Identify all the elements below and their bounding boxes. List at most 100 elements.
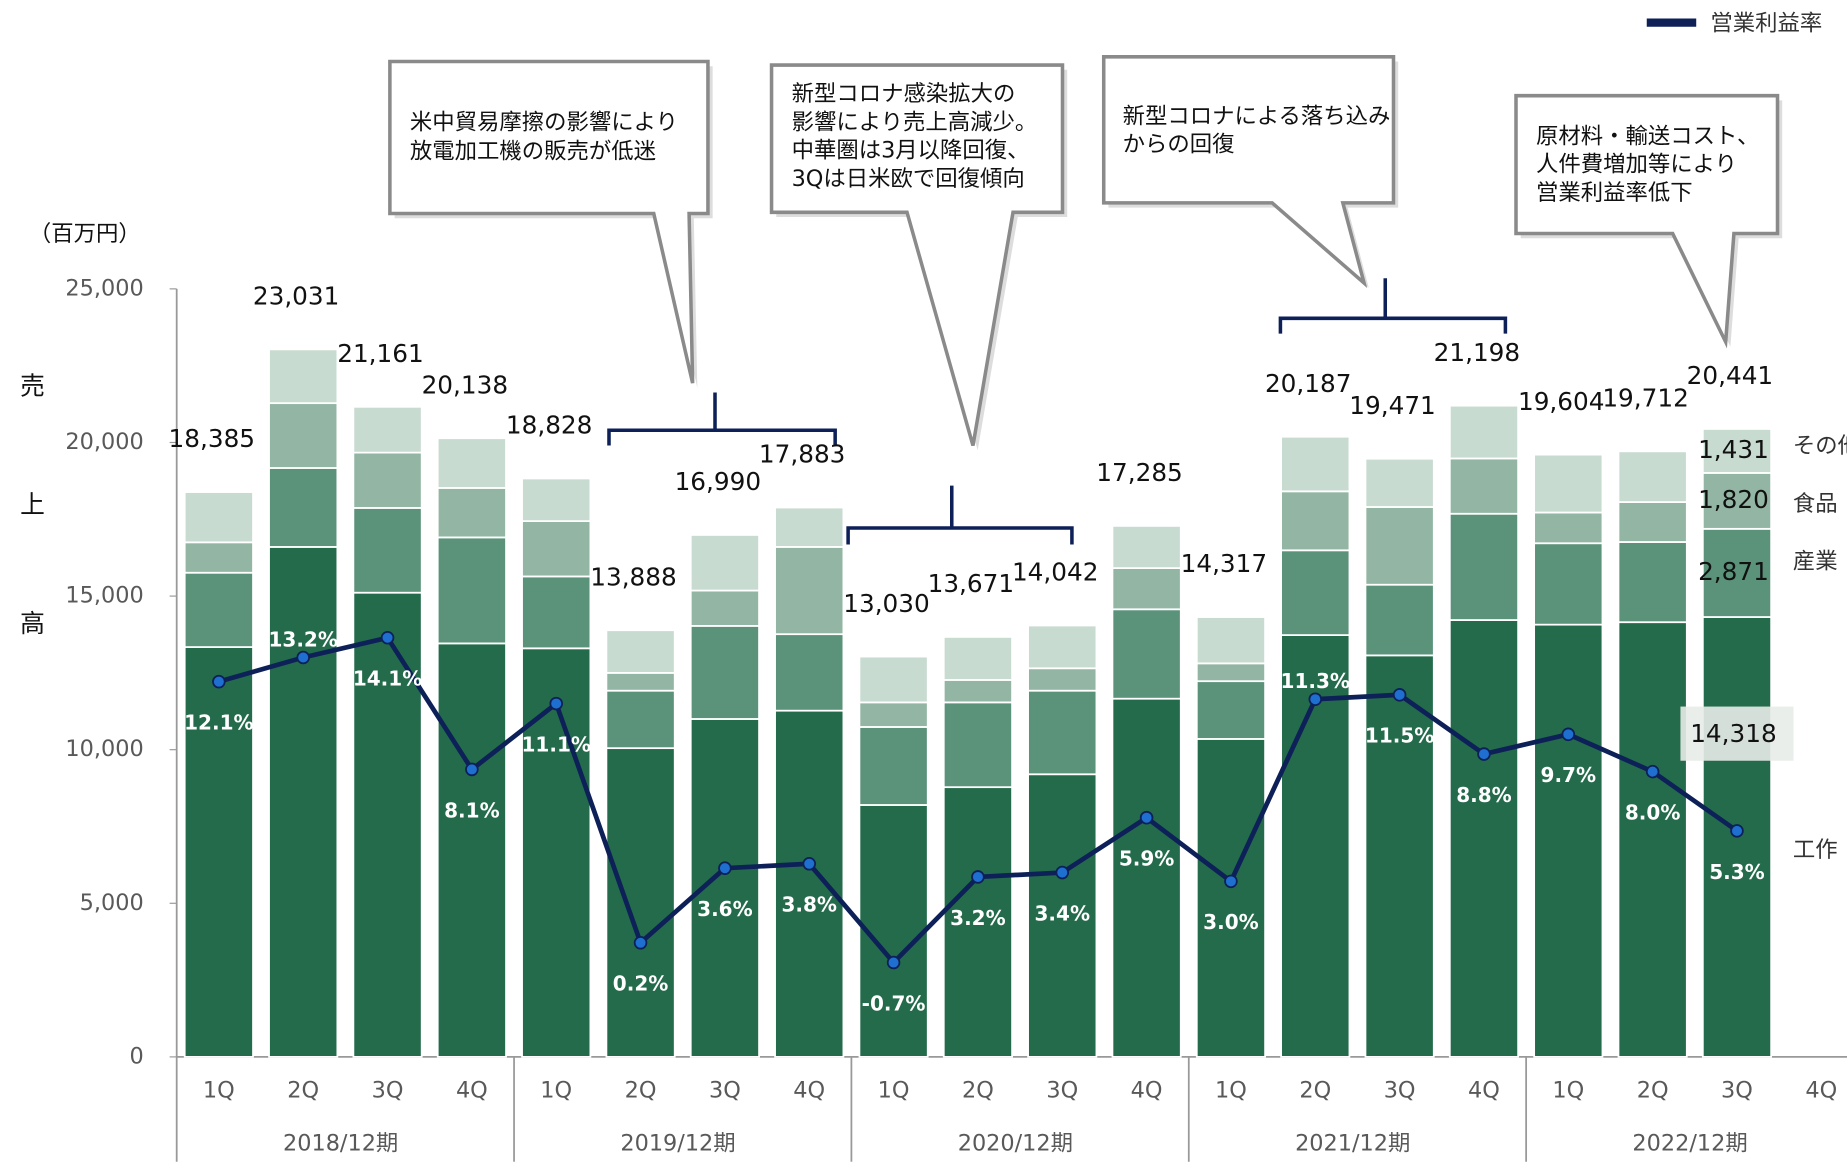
bar-segment <box>1364 654 1435 1058</box>
total-label: 18,828 <box>506 411 593 440</box>
y-tick-label: 20,000 <box>65 429 143 455</box>
line-label: 12.1% <box>184 711 253 735</box>
x-tick-label: 1Q <box>203 1078 235 1104</box>
callout-text: 新型コロナによる落ち込み <box>1123 103 1391 129</box>
line-marker <box>633 936 648 950</box>
bar-segment <box>1533 542 1604 626</box>
callout-text: 影響により売上高減少。 <box>792 109 1038 135</box>
x-tick-label: 4Q <box>1131 1078 1163 1104</box>
callout-text: 米中貿易摩擦の影響により <box>410 109 678 135</box>
callouts <box>388 55 1783 451</box>
line-marker <box>1730 824 1744 838</box>
total-label: 13,888 <box>590 562 677 591</box>
x-tick-label: 4Q <box>1805 1078 1837 1104</box>
bar-segment <box>1280 549 1351 636</box>
x-tick-label: 3Q <box>372 1078 404 1104</box>
line-marker <box>802 857 817 871</box>
series-label: 食品 <box>1793 491 1838 517</box>
line-label: 11.1% <box>521 733 590 757</box>
callout-box <box>769 63 1065 447</box>
group-label: 2019/12期 <box>620 1131 735 1157</box>
line-label: 3.0% <box>1203 910 1259 934</box>
bar-segment <box>1701 472 1773 530</box>
callout-text: からの回復 <box>1123 132 1235 158</box>
callout-text: 人件費増加等により <box>1536 152 1737 178</box>
total-label: 20,441 <box>1687 361 1774 390</box>
bar-segment <box>183 491 254 544</box>
bar-segment <box>774 546 845 636</box>
line-label: 11.3% <box>1281 669 1350 693</box>
line-marker <box>971 870 985 884</box>
bar-segment <box>1280 490 1351 552</box>
total-label: 17,285 <box>1096 458 1183 487</box>
bar-segment <box>1701 428 1773 474</box>
bar-segment <box>1448 512 1520 621</box>
segment-label: 1,820 <box>1698 485 1769 514</box>
callout-text: 放電加工機の販売が低迷 <box>410 139 656 165</box>
bar-segment <box>268 402 339 469</box>
y-tick-label: 0 <box>129 1043 143 1069</box>
x-tick-label: 3Q <box>1721 1078 1753 1104</box>
label-bg <box>1680 706 1794 761</box>
group-label: 2018/12期 <box>283 1131 398 1157</box>
x-tick-label: 2Q <box>625 1078 657 1104</box>
group-label: 2021/12期 <box>1295 1131 1410 1157</box>
y-tick-label: 5,000 <box>80 890 144 916</box>
callout-text: 原材料・輸送コスト、 <box>1536 123 1759 149</box>
bar-segment <box>1111 608 1182 700</box>
x-tick-label: 3Q <box>709 1078 741 1104</box>
y-tick-label: 25,000 <box>65 275 143 301</box>
bar-segment <box>436 437 507 489</box>
total-label: 17,883 <box>759 440 846 469</box>
total-label: 19,604 <box>1518 387 1605 416</box>
line-marker <box>718 861 732 875</box>
bar-segment <box>774 709 845 1058</box>
y-tick-label: 15,000 <box>65 583 143 609</box>
bar-segment <box>268 348 339 405</box>
bar-segment <box>521 477 592 523</box>
bar-segment <box>1111 567 1182 611</box>
line-marker <box>380 630 395 645</box>
line-marker <box>1392 688 1407 702</box>
bar-segment <box>1448 457 1520 515</box>
x-tick-label: 3Q <box>1384 1078 1416 1104</box>
segment-label: 2,871 <box>1698 557 1769 586</box>
y-tick-label: 10,000 <box>65 736 143 762</box>
x-tick-label: 2Q <box>1637 1078 1669 1104</box>
bar-segment <box>1617 450 1688 503</box>
x-tick-label: 2Q <box>1299 1078 1331 1104</box>
line-label: 11.5% <box>1365 724 1434 748</box>
line-label: 3.8% <box>781 893 837 917</box>
line-label: 8.1% <box>444 798 500 822</box>
total-label: 19,471 <box>1349 391 1436 420</box>
x-tick-label: 4Q <box>456 1078 488 1104</box>
bar-segment <box>521 575 592 650</box>
bar-segment <box>436 487 507 539</box>
total-label: 16,990 <box>675 467 761 496</box>
line-marker <box>1055 865 1070 880</box>
bar-segment <box>1195 680 1266 740</box>
bar-segment <box>436 536 507 645</box>
bars <box>183 348 1773 1058</box>
total-label: 14,317 <box>1181 549 1268 578</box>
x-tick-label: 2Q <box>287 1078 319 1104</box>
bar-segment <box>352 405 423 454</box>
bar-segment <box>1364 506 1435 586</box>
bar-segment <box>689 589 760 627</box>
total-label: 19,712 <box>1602 383 1689 412</box>
bar-segment <box>1027 624 1098 670</box>
bar-segment <box>1027 667 1098 692</box>
bar-segment <box>352 591 423 1058</box>
line-marker <box>1645 764 1660 779</box>
legend-label: 営業利益率 <box>1710 10 1822 36</box>
total-label: 21,198 <box>1434 338 1521 367</box>
line-marker <box>465 762 479 777</box>
bar-segment <box>774 633 845 712</box>
bar-segment <box>1448 619 1520 1058</box>
callout-text: 営業利益率低下 <box>1536 180 1693 206</box>
series-label: 産業 <box>1793 549 1838 575</box>
series-label: その他 <box>1793 433 1847 459</box>
bar-segment <box>352 451 423 509</box>
bar-segment <box>1195 616 1266 665</box>
bar-segment <box>858 701 929 728</box>
